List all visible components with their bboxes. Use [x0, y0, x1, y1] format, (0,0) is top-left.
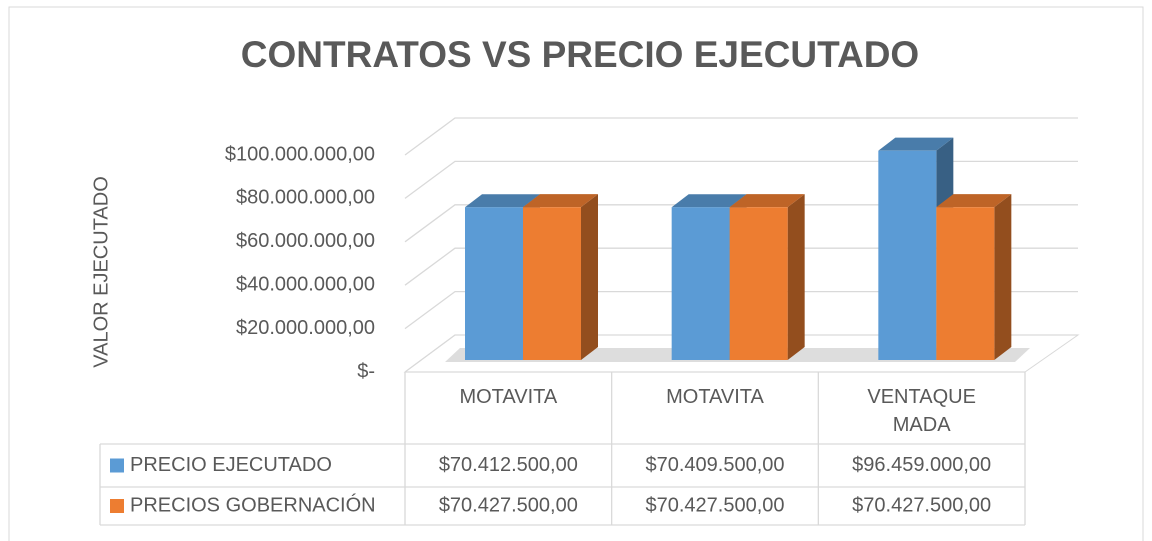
- y-tick-label: $100.000.000,00: [225, 143, 375, 165]
- y-axis-label: VALOR EJECUTADO: [90, 176, 112, 368]
- bar-top: [936, 194, 1012, 208]
- data-table-value: $70.427.500,00: [439, 494, 578, 516]
- bar-front: [729, 207, 788, 360]
- bar-side: [787, 194, 805, 360]
- bar-side: [581, 194, 598, 360]
- bar: [729, 194, 805, 360]
- y-tick-label: $40.000.000,00: [236, 273, 375, 295]
- grid-line: [404, 247, 1078, 286]
- bar-front: [936, 207, 995, 360]
- bar-front: [465, 207, 523, 360]
- data-table-value: $96.459.000,00: [852, 454, 991, 476]
- chart-border: [8, 6, 1144, 541]
- bar-side: [994, 194, 1012, 360]
- y-tick-label: $20.000.000,00: [236, 317, 375, 339]
- bar-top: [729, 194, 805, 208]
- bar-top: [465, 194, 540, 208]
- legend-key: [110, 499, 124, 513]
- bar: [523, 194, 598, 360]
- grid-line: [404, 117, 1078, 156]
- y-tick-label: $60.000.000,00: [236, 230, 375, 252]
- legend-key: [110, 458, 124, 473]
- data-table-value: $70.412.500,00: [439, 454, 578, 476]
- bar-top: [671, 194, 747, 208]
- y-tick-label: $80.000.000,00: [236, 187, 375, 209]
- legend-label: PRECIOS GOBERNACIÓN: [130, 493, 376, 516]
- data-table-value: $70.427.500,00: [852, 494, 991, 516]
- chart-title: CONTRATOS VS PRECIO EJECUTADO: [241, 34, 919, 75]
- bar: [936, 194, 1012, 360]
- x-tick-label: MOTAVITA: [459, 386, 558, 408]
- bar-front: [878, 150, 937, 360]
- grid-line: [404, 160, 1078, 199]
- grid-line: [404, 204, 1078, 243]
- data-table-value: $70.427.500,00: [645, 494, 784, 516]
- grid-line: [404, 290, 1078, 330]
- bar-front: [671, 207, 730, 360]
- bar-top: [878, 137, 954, 151]
- x-tick-label: MOTAVITA: [666, 386, 764, 408]
- bar-front: [523, 207, 581, 360]
- legend-label: PRECIO EJECUTADO: [130, 454, 332, 476]
- data-table-value: $70.409.500,00: [645, 454, 784, 476]
- x-tick-label: VENTAQUE MADA: [867, 386, 976, 436]
- y-tick-label: $-: [357, 360, 375, 382]
- grid-line: [404, 334, 1078, 373]
- bar-top: [523, 194, 598, 208]
